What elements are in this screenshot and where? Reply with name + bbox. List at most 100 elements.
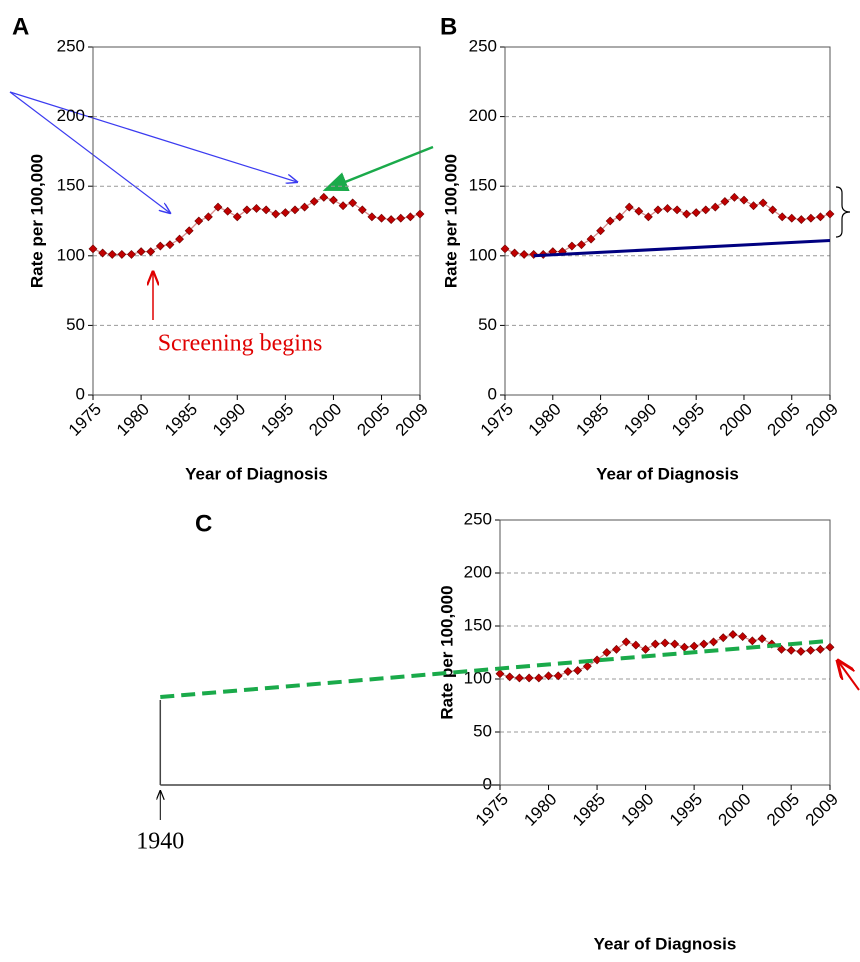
- data-point: [500, 244, 510, 254]
- data-point: [815, 644, 825, 654]
- data-point: [338, 201, 348, 211]
- data-point: [203, 212, 213, 222]
- data-point: [290, 205, 300, 215]
- data-point: [749, 201, 758, 211]
- data-point: [98, 248, 108, 258]
- annotation-arrow: [322, 145, 434, 192]
- data-point: [577, 240, 586, 250]
- x-tick-label: 2009: [802, 400, 842, 440]
- data-point: [682, 209, 692, 219]
- data-point: [729, 192, 739, 202]
- x-tick-label: 2005: [353, 400, 393, 440]
- data-point: [495, 669, 505, 679]
- data-point: [728, 630, 738, 639]
- data-point: [816, 212, 825, 222]
- data-point: [739, 195, 749, 205]
- data-point: [710, 202, 720, 212]
- y-tick-label: 100: [469, 245, 497, 264]
- data-point: [718, 633, 728, 643]
- data-point: [165, 240, 175, 250]
- data-point: [136, 247, 146, 257]
- data-point: [768, 205, 778, 215]
- data-point: [806, 213, 816, 223]
- origin-tick-label: 1940: [136, 829, 184, 855]
- y-tick-label: 250: [469, 36, 497, 55]
- data-point: [602, 648, 612, 657]
- data-point: [261, 205, 271, 215]
- data-point: [107, 249, 117, 259]
- y-tick-label: 100: [464, 668, 492, 687]
- plot-frame: [92, 46, 421, 396]
- data-point: [757, 634, 767, 644]
- data-point: [582, 661, 592, 671]
- x-tick-label: 1985: [572, 400, 612, 440]
- data-point: [605, 216, 615, 226]
- y-tick-label: 100: [57, 245, 85, 264]
- data-point: [534, 673, 544, 683]
- data-point: [213, 202, 223, 212]
- data-point: [679, 642, 689, 652]
- x-tick-label: 1980: [113, 400, 153, 440]
- data-point: [796, 647, 806, 656]
- data-point: [357, 205, 367, 215]
- data-point: [396, 213, 406, 223]
- data-point: [514, 673, 524, 683]
- x-tick-label: 1975: [477, 400, 517, 440]
- data-point: [777, 644, 786, 654]
- data-point: [596, 226, 606, 236]
- x-tick-label: 1975: [65, 400, 105, 440]
- data-point: [672, 205, 682, 215]
- data-point: [348, 198, 358, 208]
- data-point: [127, 249, 136, 259]
- data-point: [510, 248, 519, 258]
- data-point: [319, 192, 329, 202]
- data-point: [232, 212, 242, 222]
- x-tick-label: 2005: [764, 400, 804, 440]
- y-tick-label: 250: [57, 36, 85, 55]
- y-tick-label: 50: [473, 721, 492, 740]
- panel-label: A: [12, 13, 29, 40]
- data-point: [405, 212, 415, 222]
- y-tick-label: 250: [464, 509, 492, 528]
- x-tick-label: 2000: [305, 400, 345, 440]
- x-tick-label: 1990: [620, 400, 660, 440]
- data-point: [691, 208, 701, 218]
- data-point: [117, 249, 127, 259]
- data-point: [519, 249, 529, 259]
- data-point: [377, 213, 386, 223]
- data-point: [825, 642, 835, 652]
- x-axis-label: Year of Diagnosis: [185, 464, 328, 483]
- y-tick-label: 50: [478, 315, 497, 334]
- data-point: [621, 637, 631, 647]
- annotation-arrow: [9, 91, 297, 182]
- x-tick-label: 1995: [666, 790, 706, 830]
- data-point: [553, 671, 563, 681]
- y-tick-label: 200: [464, 562, 492, 581]
- data-point: [699, 639, 709, 649]
- data-point: [386, 215, 396, 225]
- annotation-arrow: [838, 661, 860, 691]
- data-point: [720, 197, 730, 206]
- y-axis-label: Rate per 100,000: [437, 585, 456, 719]
- y-tick-label: 150: [469, 176, 497, 195]
- data-point: [758, 198, 768, 208]
- x-tick-label: 2000: [716, 400, 756, 440]
- data-point: [567, 241, 577, 251]
- plot-frame: [499, 519, 831, 786]
- data-point: [223, 206, 233, 216]
- y-tick-label: 0: [488, 384, 497, 403]
- data-point: [660, 638, 670, 648]
- y-tick-label: 150: [464, 615, 492, 634]
- data-point: [524, 673, 534, 683]
- data-point: [563, 667, 573, 677]
- data-point: [586, 234, 596, 244]
- annotation: Screening begins: [158, 331, 323, 357]
- data-point: [631, 640, 641, 650]
- x-tick-label: 2009: [802, 790, 842, 830]
- x-tick-label: 1980: [525, 400, 565, 440]
- x-axis-label: Year of Diagnosis: [596, 464, 739, 483]
- data-point: [641, 644, 651, 654]
- trend-line: [160, 638, 831, 700]
- data-point: [689, 641, 699, 651]
